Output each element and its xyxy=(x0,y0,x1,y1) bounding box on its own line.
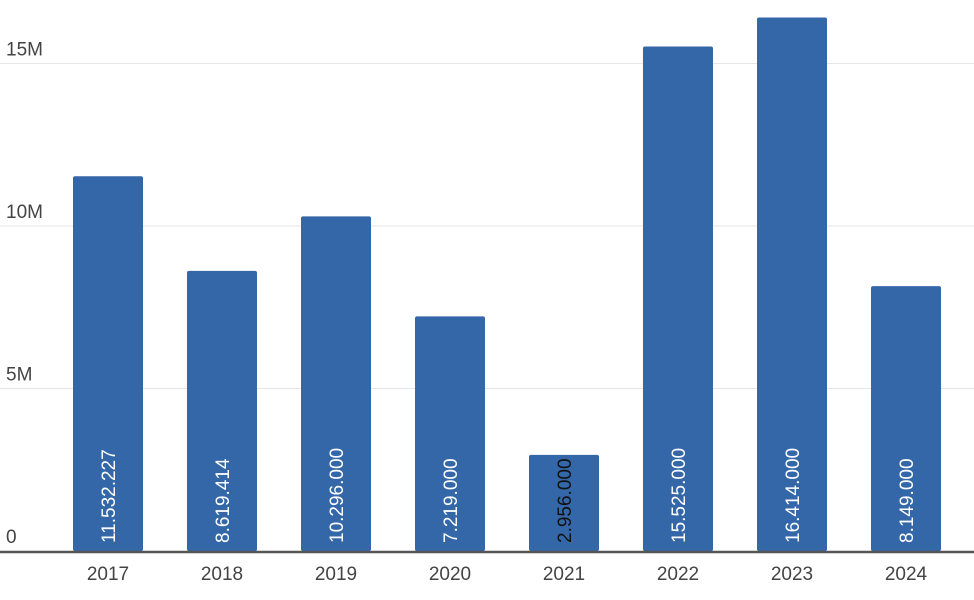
data-label: 8.149.000 xyxy=(897,458,918,543)
y-tick-label: 5M xyxy=(6,365,32,386)
x-tick-label: 2017 xyxy=(87,564,129,585)
x-tick-label: 2018 xyxy=(201,564,243,585)
x-axis-ticks: 2017 2018 2019 2020 2021 2022 2023 2024 xyxy=(87,564,928,585)
x-tick-label: 2020 xyxy=(429,564,471,585)
data-label: 2.956.000 xyxy=(555,458,576,543)
data-label: 10.296.000 xyxy=(327,448,348,543)
gridlines xyxy=(0,63,974,389)
data-labels: 11.532.227 8.619.414 10.296.000 7.219.000 2.… xyxy=(99,448,918,543)
y-axis-ticks: 0 5M 10M 15M xyxy=(6,40,43,549)
data-label: 7.219.000 xyxy=(441,458,462,543)
bar-2017 xyxy=(73,176,143,551)
bar-2023 xyxy=(757,17,827,552)
y-tick-label: 10M xyxy=(6,202,43,223)
data-label: 16.414.000 xyxy=(783,448,804,543)
bar-2022 xyxy=(643,46,713,551)
data-label: 15.525.000 xyxy=(669,448,690,543)
bar-2020 xyxy=(415,316,485,551)
bars xyxy=(73,17,941,552)
y-tick-label: 15M xyxy=(6,40,43,61)
x-tick-label: 2024 xyxy=(885,564,928,585)
data-label: 8.619.414 xyxy=(213,458,234,543)
bar-2018 xyxy=(187,270,257,551)
x-tick-label: 2019 xyxy=(315,564,357,585)
y-tick-label: 0 xyxy=(6,527,17,548)
data-label: 11.532.227 xyxy=(99,449,120,543)
x-tick-label: 2021 xyxy=(543,564,585,585)
bar-2021 xyxy=(529,454,599,551)
bar-2024 xyxy=(871,286,941,551)
x-tick-label: 2022 xyxy=(657,564,699,585)
bar-2019 xyxy=(301,216,371,551)
x-tick-label: 2023 xyxy=(771,564,813,585)
